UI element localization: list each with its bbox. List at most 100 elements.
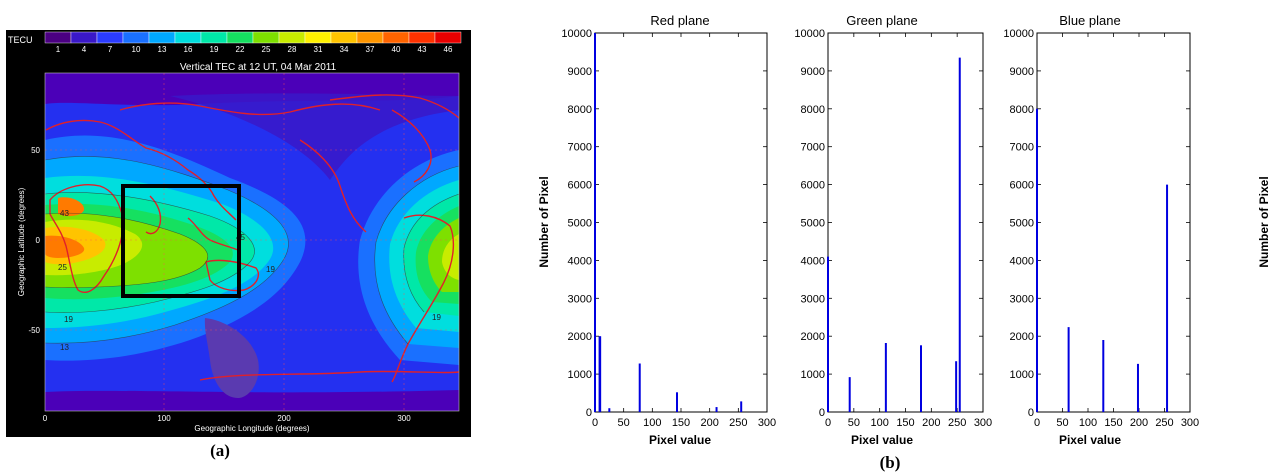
plot-area: 0100020003000400050006000700080009000100… <box>1003 28 1199 429</box>
colorbar-tick: 34 <box>340 45 349 54</box>
x-axis-label: Pixel value <box>649 433 711 447</box>
y-tick-label: 7000 <box>1010 142 1034 154</box>
x-tick-label: 250 <box>948 417 966 429</box>
x-tick-label: 100 <box>870 417 888 429</box>
x-tick-label: 250 <box>1155 417 1173 429</box>
colorbar-swatch <box>174 31 202 44</box>
colorbar-swatch <box>330 31 358 44</box>
tec-region-south-low <box>45 390 459 411</box>
contour-label: 13 <box>60 343 69 352</box>
x-axis-label: Pixel value <box>1059 433 1121 447</box>
tec-map-title: Vertical TEC at 12 UT, 04 Mar 2011 <box>180 62 337 73</box>
tec-map-panel: TECU 1 4 7 10 13 16 19 22 25 28 31 34 37 40 43 46 Verti… <box>6 30 471 437</box>
colorbar-tick: 40 <box>392 45 401 54</box>
colorbar-swatch <box>356 31 384 44</box>
colorbar-swatch <box>252 31 280 44</box>
histogram-charts: Number of Pixel Red plane Pixel value 0 1… <box>537 13 1271 447</box>
y-tick-label: 6000 <box>801 180 825 192</box>
y-tick-label: 2000 <box>1010 331 1034 343</box>
y-tick-label: 1000 <box>801 369 825 381</box>
colorbar-swatch <box>382 31 410 44</box>
x-tick-label: 200 <box>1130 417 1148 429</box>
contour-lines <box>45 156 459 345</box>
y-tick-label: 0 <box>586 407 592 419</box>
x-tick-label: 300 <box>974 417 992 429</box>
x-tick-label: 200 <box>700 417 718 429</box>
y-tick-label: 2000 <box>568 331 592 343</box>
map-y-tick: 0 <box>36 236 41 245</box>
colorbar-tick: 16 <box>184 45 193 54</box>
y-tick-label: 6000 <box>568 180 592 192</box>
plot-area: 0100020003000400050006000700080009000100… <box>561 28 776 429</box>
tec-map-plot: 43 25 45 19 19 19 13 <box>45 73 459 411</box>
y-tick-label: 9000 <box>801 66 825 78</box>
x-tick-label: 0 <box>1034 417 1040 429</box>
colorbar-tick: 43 <box>418 45 427 54</box>
colorbar-tick: 25 <box>262 45 271 54</box>
x-tick-label: 150 <box>672 417 690 429</box>
map-x-tick: 300 <box>397 414 411 423</box>
contour-label: 19 <box>64 315 73 324</box>
colorbar-swatch <box>226 31 254 44</box>
histogram-red: Number of Pixel Red plane Pixel value 0 1… <box>537 13 776 447</box>
map-y-tick: 50 <box>31 146 40 155</box>
tec-band-9b <box>58 197 85 217</box>
y-axis-label: Number of Pixel <box>537 176 551 267</box>
x-tick-label: 100 <box>643 417 661 429</box>
x-tick-label: 150 <box>1104 417 1122 429</box>
colorbar-swatch <box>44 31 72 44</box>
plot-frame <box>1036 32 1191 413</box>
y-tick-label: 3000 <box>801 293 825 305</box>
colorbar-swatch <box>278 31 306 44</box>
caption-b: (b) <box>880 453 901 472</box>
x-tick-label: 50 <box>618 417 630 429</box>
y-tick-label: 5000 <box>801 218 825 230</box>
y-tick-label: 6000 <box>1010 180 1034 192</box>
colorbar-swatch <box>434 31 462 44</box>
x-tick-label: 300 <box>758 417 776 429</box>
contour-label: 19 <box>266 265 275 274</box>
colorbar-tick: 13 <box>158 45 167 54</box>
plot-area: 0100020003000400050006000700080009000100… <box>794 28 992 429</box>
y-axis-label: Number of Pixel <box>1257 176 1271 267</box>
y-tick-label: 5000 <box>1010 218 1034 230</box>
tec-band-e7 <box>442 234 459 280</box>
y-tick-label: 2000 <box>801 331 825 343</box>
map-gridlines <box>45 73 459 411</box>
colorbar-tick: 22 <box>236 45 245 54</box>
y-tick-label: 10000 <box>1003 28 1034 40</box>
y-tick-label: 0 <box>1028 407 1034 419</box>
x-tick-label: 100 <box>1079 417 1097 429</box>
y-tick-label: 8000 <box>801 104 825 116</box>
colorbar-swatch <box>70 31 98 44</box>
caption-a: (a) <box>210 441 230 460</box>
tec-map-frame <box>44 72 460 412</box>
y-tick-label: 7000 <box>568 142 592 154</box>
y-tick-label: 1000 <box>1010 369 1034 381</box>
chart-title: Blue plane <box>1059 13 1120 28</box>
x-tick-label: 150 <box>896 417 914 429</box>
x-tick-label: 50 <box>848 417 860 429</box>
map-x-axis-label: Geographic Longitude (degrees) <box>194 424 310 433</box>
contour-label: 19 <box>432 313 441 322</box>
tec-band-9 <box>45 235 85 258</box>
x-axis-label: Pixel value <box>851 433 913 447</box>
y-tick-label: 3000 <box>1010 293 1034 305</box>
contour-label: 25 <box>58 263 67 272</box>
tec-map-axes: 0 100 200 300 50 0 -50 Geographic Longit… <box>17 146 411 433</box>
map-x-tick: 200 <box>277 414 291 423</box>
y-tick-label: 4000 <box>1010 255 1034 267</box>
colorbar-tick: 46 <box>444 45 453 54</box>
map-y-tick: -50 <box>28 326 40 335</box>
colorbar-swatch <box>96 31 124 44</box>
y-tick-label: 7000 <box>801 142 825 154</box>
x-tick-label: 0 <box>825 417 831 429</box>
colorbar-tick: 28 <box>288 45 297 54</box>
map-x-tick: 0 <box>43 414 48 423</box>
colorbar-tick: 1 <box>56 45 61 54</box>
chart-title: Green plane <box>846 13 918 28</box>
y-tick-label: 10000 <box>561 28 592 40</box>
histogram-green: Green plane Pixel value 0100020003000400… <box>794 13 992 447</box>
plot-frame <box>594 32 768 413</box>
y-tick-label: 8000 <box>1010 104 1034 116</box>
